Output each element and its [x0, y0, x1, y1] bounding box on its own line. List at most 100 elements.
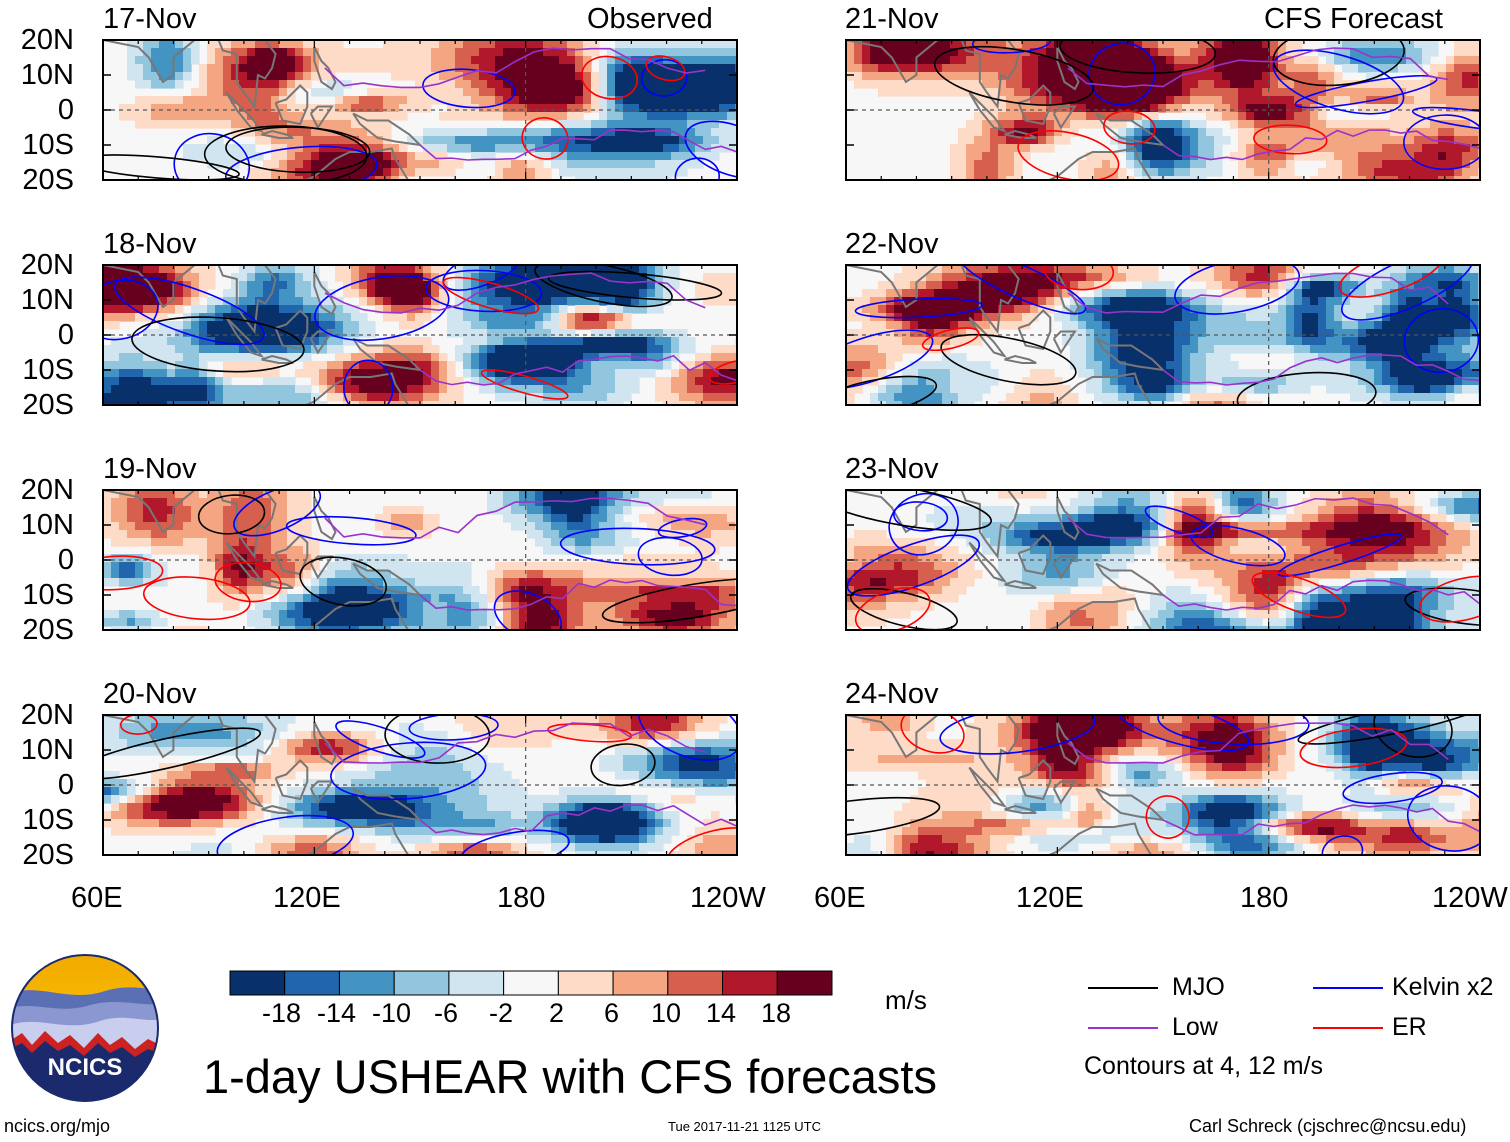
- shear-cell: [1094, 40, 1103, 49]
- shear-cell: [327, 851, 336, 855]
- shear-cell: [854, 48, 863, 57]
- shear-cell: [687, 618, 696, 627]
- shear-cell: [463, 289, 472, 298]
- shear-cell: [902, 48, 911, 57]
- shear-cell: [311, 538, 320, 547]
- shear-cell: [695, 40, 704, 49]
- shear-cell: [487, 594, 496, 603]
- shear-cell: [447, 144, 456, 153]
- shear-cell: [431, 763, 440, 772]
- shear-cell: [399, 747, 408, 756]
- shear-cell: [255, 393, 264, 402]
- shear-cell: [103, 506, 112, 515]
- shear-cell: [527, 715, 536, 724]
- shear-cell: [223, 578, 232, 587]
- shear-cell: [215, 594, 224, 603]
- shear-cell: [615, 594, 624, 603]
- shear-cell: [207, 88, 216, 97]
- shear-cell: [367, 570, 376, 579]
- shear-cell: [359, 321, 368, 330]
- shear-cell: [559, 506, 568, 515]
- shear-cell: [623, 747, 632, 756]
- shear-cell: [463, 827, 472, 836]
- shear-cell: [727, 522, 736, 531]
- shear-cell: [263, 377, 272, 386]
- shear-cell: [439, 297, 448, 306]
- shear-cell: [727, 361, 736, 370]
- shear-cell: [591, 96, 600, 105]
- shear-cell: [367, 297, 376, 306]
- shear-cell: [631, 369, 640, 378]
- shear-cell: [639, 56, 648, 65]
- shear-cell: [391, 787, 400, 796]
- shear-cell: [511, 803, 520, 812]
- shear-cell: [495, 297, 504, 306]
- shear-cell: [111, 273, 120, 282]
- shear-cell: [423, 128, 432, 137]
- shear-cell: [151, 80, 160, 89]
- shear-cell: [271, 602, 280, 611]
- shear-cell: [151, 546, 160, 555]
- shear-cell: [303, 345, 312, 354]
- shear-cell: [199, 112, 208, 121]
- shear-cell: [359, 843, 368, 852]
- shear-cell: [263, 763, 272, 772]
- shear-cell: [159, 803, 168, 812]
- shear-cell: [463, 56, 472, 65]
- shear-cell: [423, 787, 432, 796]
- shear-cell: [631, 297, 640, 306]
- er-contour: [645, 55, 686, 82]
- shear-cell: [591, 530, 600, 539]
- shear-cell: [1078, 40, 1087, 49]
- shear-cell: [127, 530, 136, 539]
- shear-cell: [215, 739, 224, 748]
- shear-cell: [367, 56, 376, 65]
- shear-cell: [623, 835, 632, 844]
- shear-cell: [167, 715, 176, 724]
- shear-cell: [639, 827, 648, 836]
- shear-cell: [359, 128, 368, 137]
- shear-cell: [311, 160, 320, 169]
- shear-cell: [239, 152, 248, 161]
- shear-cell: [175, 851, 184, 855]
- shear-cell: [535, 96, 544, 105]
- shear-cell: [343, 771, 352, 780]
- shear-cell: [431, 586, 440, 595]
- shear-cell: [615, 851, 624, 855]
- shear-cell: [415, 56, 424, 65]
- shear-cell: [511, 337, 520, 346]
- shear-cell: [727, 144, 736, 153]
- shear-cell: [119, 273, 128, 282]
- shear-cell: [575, 530, 584, 539]
- shear-cell: [407, 747, 416, 756]
- shear-cell: [127, 538, 136, 547]
- shear-cell: [639, 369, 648, 378]
- shear-cell: [519, 48, 528, 57]
- shear-cell: [615, 329, 624, 338]
- shear-cell: [639, 152, 648, 161]
- shear-cell: [639, 160, 648, 169]
- shear-cell: [167, 393, 176, 402]
- shear-cell: [239, 120, 248, 129]
- shear-cell: [263, 88, 272, 97]
- shear-cell: [687, 554, 696, 563]
- shear-cell: [463, 610, 472, 619]
- shear-cell: [567, 514, 576, 523]
- shear-cell: [367, 811, 376, 820]
- shear-cell: [535, 562, 544, 571]
- shear-cell: [239, 144, 248, 153]
- shear-cell: [663, 490, 672, 499]
- shear-cell: [167, 795, 176, 804]
- shear-cell: [1134, 40, 1143, 49]
- shear-cell: [279, 281, 288, 290]
- shear-cell: [527, 128, 536, 137]
- shear-cell: [519, 176, 528, 180]
- shear-cell: [663, 530, 672, 539]
- shear-cell: [543, 112, 552, 121]
- shear-cell: [303, 787, 312, 796]
- shear-cell: [447, 96, 456, 105]
- shear-cell: [671, 747, 680, 756]
- shear-cell: [295, 265, 304, 274]
- shear-cell: [631, 819, 640, 828]
- shear-cell: [583, 586, 592, 595]
